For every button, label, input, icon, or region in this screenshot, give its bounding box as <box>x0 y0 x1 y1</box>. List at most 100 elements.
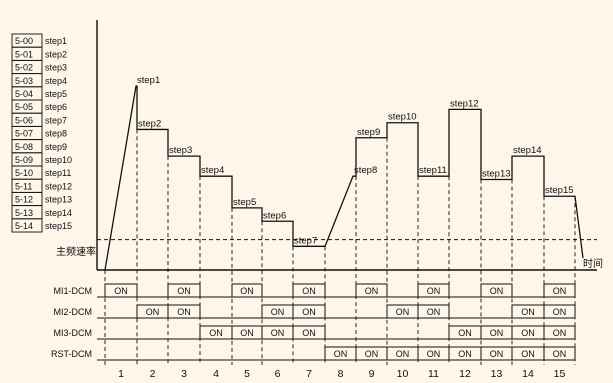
signal-on-label: ON <box>271 307 285 317</box>
table-code: 5-12 <box>15 195 33 205</box>
signal-on-label: ON <box>365 286 379 296</box>
signal-on-label: ON <box>334 349 348 359</box>
table-step: step6 <box>45 102 67 112</box>
step-label: step2 <box>138 118 161 129</box>
step-number: 14 <box>522 368 534 380</box>
table-code-cell <box>11 218 43 233</box>
table-code: 5-07 <box>15 129 33 139</box>
signal-on-pulse <box>231 283 263 298</box>
table-step: step11 <box>45 168 71 178</box>
signal-on-label: ON <box>302 307 316 317</box>
signal-on-label: ON <box>240 328 254 338</box>
table-step: step2 <box>45 49 67 59</box>
signal-on-label: ON <box>553 286 567 296</box>
step-label: step1 <box>137 75 160 86</box>
step-label: step4 <box>201 165 224 176</box>
step-number: 2 <box>150 368 156 380</box>
step-number: 5 <box>244 368 250 380</box>
signal-on-pulse <box>355 283 388 298</box>
signal-on-label: ON <box>177 307 191 317</box>
signal-on-label: ON <box>302 286 316 296</box>
signal-on-label: ON <box>365 349 379 359</box>
signal-on-label: ON <box>553 307 567 317</box>
signal-label: RST-DCM <box>51 349 92 359</box>
signal-on-label: ON <box>427 307 441 317</box>
table-code: 5-09 <box>15 155 33 165</box>
control-signal-rows: MI1-DCM ON ON ON ON ON ON ON ON MI2-DCM ON ON ON ON ON… <box>51 283 576 361</box>
step-label: step12 <box>450 98 479 109</box>
speed-profile <box>104 85 584 271</box>
signal-on-label: ON <box>490 286 504 296</box>
step-number: 6 <box>275 368 281 380</box>
step-label: step10 <box>388 112 417 123</box>
step-number-row: 1 2 3 4 5 6 7 8 9 10 11 12 13 14 15 <box>118 368 565 380</box>
signal-label: MI3-DCM <box>54 328 93 338</box>
step-parameter-table: 5-00 step1 5-01 step2 5-02 step3 5-03 step4 5-04… <box>11 33 72 233</box>
table-step: step7 <box>45 115 67 125</box>
table-step: step4 <box>45 76 67 86</box>
step-number: 12 <box>459 368 471 380</box>
signal-on-pulse <box>104 283 138 298</box>
table-step: step14 <box>45 208 72 218</box>
signal-on-pulse <box>417 283 450 298</box>
step-label: step3 <box>169 145 192 156</box>
table-step: step8 <box>45 129 67 139</box>
step-label: step11 <box>419 165 447 176</box>
signal-on-label: ON <box>553 328 567 338</box>
table-step: step13 <box>45 195 72 205</box>
step-label: step7 <box>294 235 317 246</box>
signal-on-pulse <box>167 283 201 298</box>
signal-on-pulse <box>292 325 326 340</box>
signal-on-label: ON <box>114 286 128 296</box>
signal-on-pulse <box>543 346 576 361</box>
step-number: 7 <box>306 368 312 380</box>
table-code: 5-06 <box>15 115 33 125</box>
table-step: step3 <box>45 63 67 73</box>
step-label: step14 <box>513 145 542 156</box>
table-code: 5-04 <box>15 89 33 99</box>
signal-on-label: ON <box>521 328 535 338</box>
step-number: 11 <box>428 368 439 380</box>
table-step: step9 <box>45 142 67 152</box>
signal-label: MI2-DCM <box>54 307 93 317</box>
step-number: 13 <box>491 368 503 380</box>
signal-on-pulse <box>543 283 576 298</box>
step-label: step9 <box>357 127 380 138</box>
table-code: 5-10 <box>15 168 33 178</box>
step-number: 4 <box>213 368 219 380</box>
table-code: 5-03 <box>15 76 33 86</box>
signal-row: MI2-DCM ON ON ON ON ON ON ON ON <box>54 304 576 319</box>
signal-on-label: ON <box>427 349 441 359</box>
signal-on-label: ON <box>521 307 535 317</box>
table-step: step5 <box>45 89 67 99</box>
table-code: 5-02 <box>15 63 33 73</box>
signal-on-label: ON <box>146 307 160 317</box>
signal-row: MI3-DCM ON ON ON ON ON ON ON ON <box>54 325 576 340</box>
table-step: step10 <box>45 155 72 165</box>
table-code: 5-13 <box>15 208 33 218</box>
table-code: 5-01 <box>15 49 33 59</box>
step-dividers <box>104 129 576 365</box>
step-number: 9 <box>369 368 375 380</box>
signal-on-label: ON <box>302 328 316 338</box>
step-number: 3 <box>181 368 187 380</box>
signal-on-pulse <box>292 283 326 298</box>
signal-on-label: ON <box>240 286 254 296</box>
signal-on-label: ON <box>490 328 504 338</box>
speed-profile-line <box>104 85 584 271</box>
signal-label: MI1-DCM <box>54 286 93 296</box>
time-axis-label: 时间 <box>583 257 603 270</box>
table-step: step1 <box>45 36 67 46</box>
signal-on-pulse <box>480 283 513 298</box>
step-label: step13 <box>482 169 511 180</box>
signal-on-label: ON <box>177 286 191 296</box>
signal-on-pulse <box>543 304 576 319</box>
step-number: 15 <box>554 368 566 380</box>
base-speed-label: 主频速率 <box>56 245 96 258</box>
table-code: 5-05 <box>15 102 33 112</box>
signal-on-label: ON <box>458 349 472 359</box>
step-label: step5 <box>233 197 256 208</box>
step-number: 10 <box>397 368 409 380</box>
signal-on-label: ON <box>490 349 504 359</box>
